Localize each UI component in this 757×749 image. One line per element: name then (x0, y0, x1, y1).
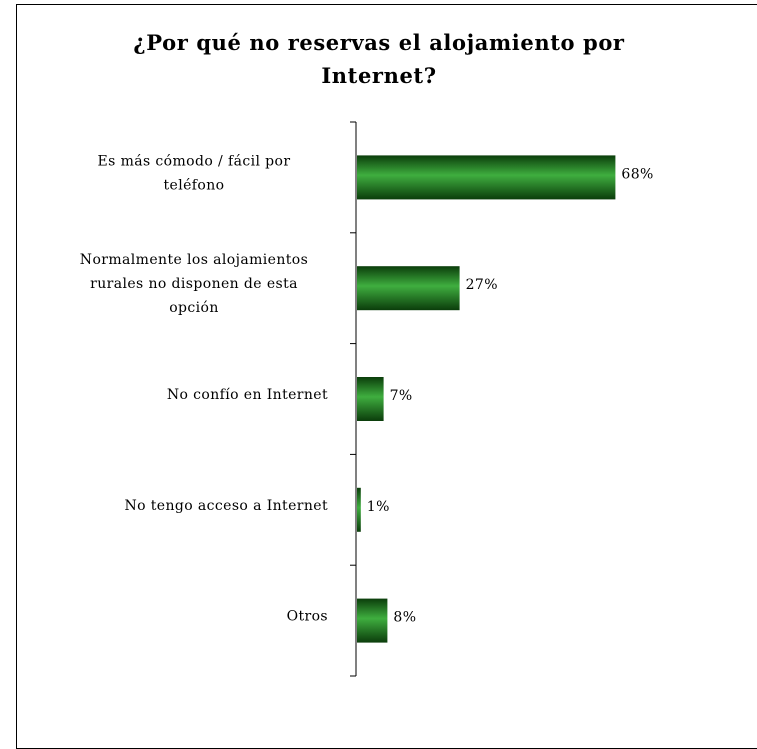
bar (357, 598, 388, 643)
chart-title: ¿Por qué no reservas el alojamiento por … (133, 30, 625, 88)
bar (357, 487, 361, 532)
data-label: 8% (393, 610, 416, 626)
category-label-line: No confío en Internet (167, 387, 328, 403)
category-label: Es más cómodo / fácil por teléfono (98, 153, 291, 193)
category-label-line: rurales no disponen de esta (90, 276, 298, 292)
data-label: 27% (466, 277, 498, 293)
bar (357, 377, 384, 421)
data-label: 7% (390, 388, 413, 404)
category-label: No confío en Internet (167, 387, 328, 403)
category-label: Otros (287, 609, 328, 625)
category-label-line: No tengo acceso a Internet (124, 498, 328, 514)
data-label: 1% (367, 499, 390, 515)
category-label-line: Normalmente los alojamientos (80, 252, 308, 268)
category-label-line: Otros (287, 609, 328, 625)
bar (357, 155, 616, 200)
category-label-line: opción (169, 300, 219, 316)
category-label-line: Es más cómodo / fácil por (98, 153, 291, 169)
axis-layer (350, 121, 357, 677)
category-label: Normalmente los alojamientos rurales no d… (80, 252, 308, 316)
category-label: No tengo acceso a Internet (124, 498, 328, 514)
category-label-line: teléfono (164, 177, 225, 193)
labels-layer: 68% Es más cómodo / fácil por teléfono 27% N… (80, 153, 654, 625)
data-label: 68% (621, 166, 653, 182)
bar (357, 266, 460, 311)
bars-layer (357, 155, 616, 643)
